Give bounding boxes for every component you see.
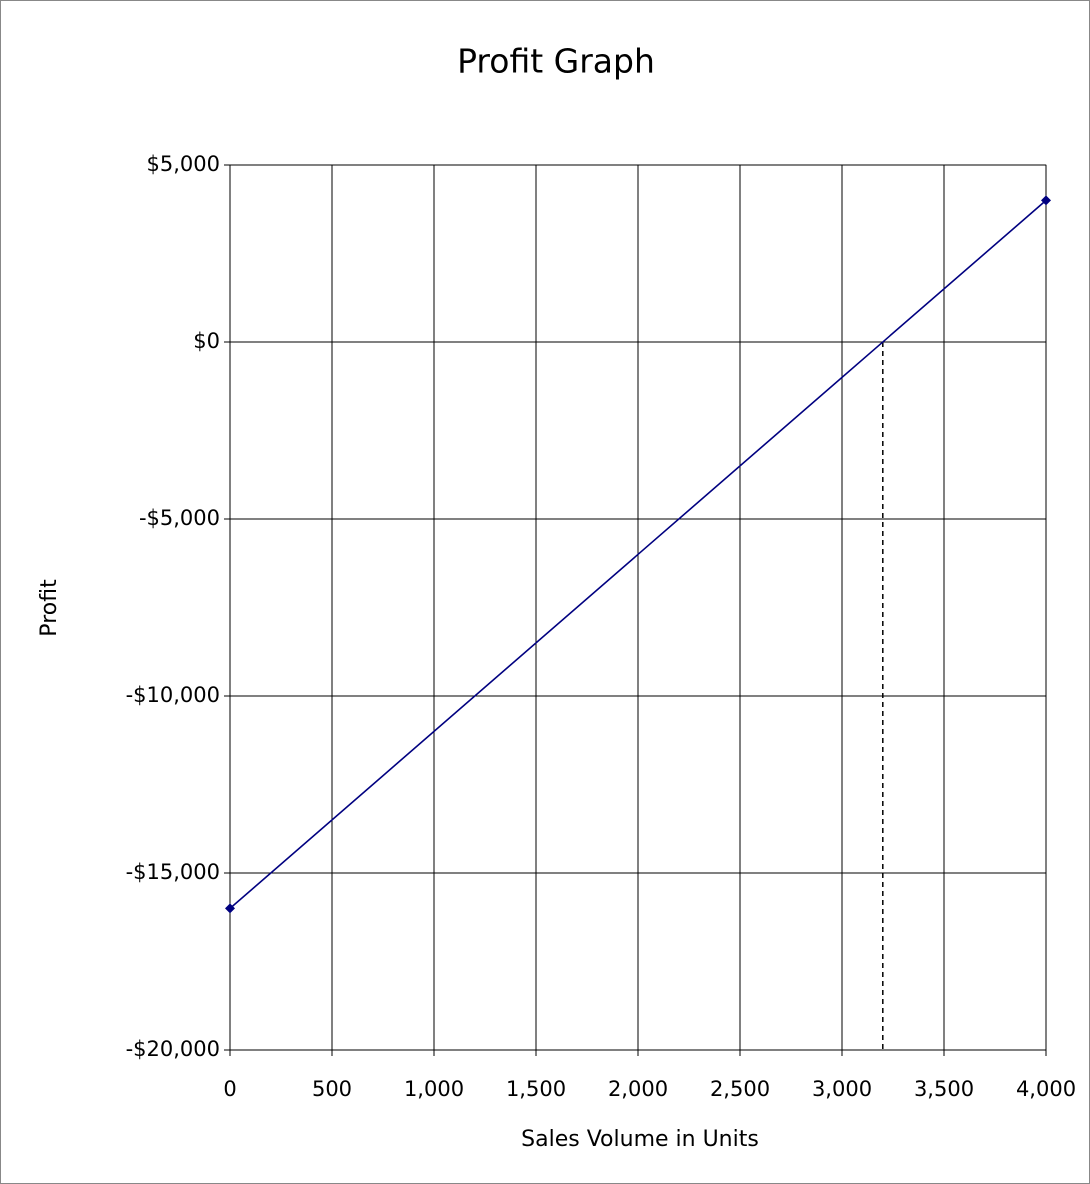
x-tick-label: 0 [223, 1077, 236, 1101]
data-point [1041, 195, 1051, 206]
x-tick-label: 3,500 [914, 1077, 974, 1101]
data-point [225, 903, 235, 914]
y-tick-label: -$5,000 [139, 506, 220, 530]
y-axis-label: Profit [37, 579, 62, 637]
x-tick-label: 3,000 [812, 1077, 872, 1101]
x-tick-label: 2,500 [710, 1077, 770, 1101]
y-tick-label: -$15,000 [126, 860, 220, 884]
x-tick-label: 500 [312, 1077, 352, 1101]
x-axis-label: Sales Volume in Units [521, 1127, 759, 1152]
x-tick-label: 2,000 [608, 1077, 668, 1101]
y-tick-label: -$10,000 [126, 683, 220, 707]
x-tick-label: 1,500 [506, 1077, 566, 1101]
x-tick-label: 4,000 [1016, 1077, 1076, 1101]
x-tick-label: 1,000 [404, 1077, 464, 1101]
y-tick-label: -$20,000 [126, 1037, 220, 1061]
y-tick-label: $5,000 [147, 152, 220, 176]
chart-title: Profit Graph [457, 42, 655, 81]
data-line [229, 199, 1047, 910]
y-tick-label: $0 [193, 329, 220, 353]
